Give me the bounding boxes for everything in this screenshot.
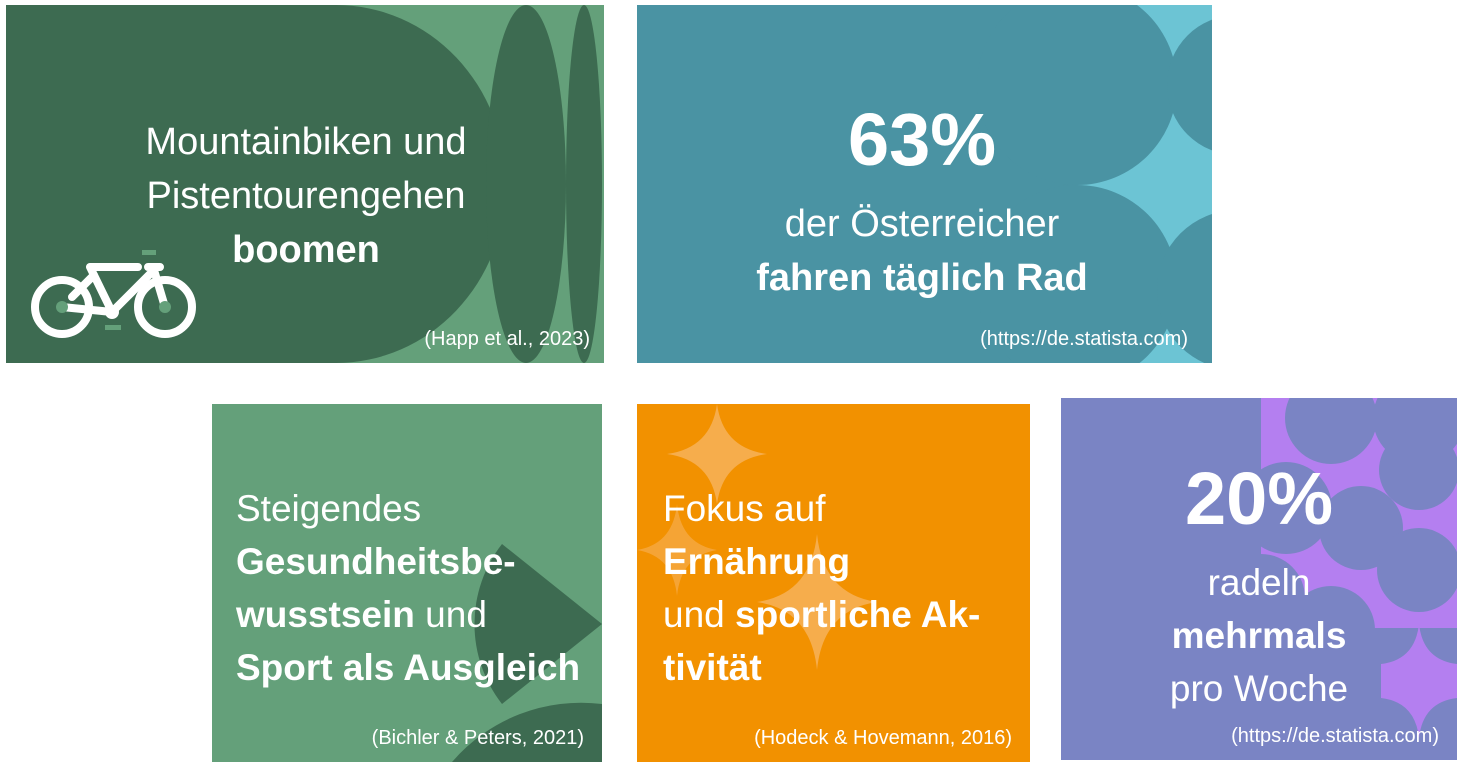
card1-line1: Mountainbiken und — [145, 121, 467, 163]
card3-background-shapes — [452, 544, 602, 762]
card-gesundheitsbewusstsein: Steigendes Gesundheitsbe- wusstsein und … — [212, 404, 602, 762]
card-mountainbiken: Mountainbiken und Pistentourengehen boom… — [6, 5, 604, 363]
card-mehrmals-pro-woche: 20% radeln mehrmals pro Woche (https://d… — [1061, 398, 1457, 760]
card2-text: der Österreicher fahren täglich Rad — [637, 197, 1207, 305]
card4-background-shapes — [637, 404, 877, 670]
card1-headline: Mountainbiken und Pistentourengehen boom… — [66, 115, 546, 277]
bicycle-icon — [31, 250, 196, 338]
card3-bold1: Gesundheitsbe- — [236, 541, 516, 582]
card1-bold: boomen — [232, 229, 380, 271]
card3-line1: Steigendes — [236, 488, 422, 529]
card3-source: (Bichler & Peters, 2021) — [371, 727, 584, 749]
card5-line1: radeln — [1207, 562, 1311, 603]
card5-percent: 20% — [1184, 457, 1334, 540]
card4-bold2: sportliche Ak- — [735, 594, 981, 635]
card2-percent: 63% — [847, 98, 997, 181]
card1-line2: Pistentourengehen — [146, 175, 466, 217]
card5-background-shapes — [1061, 398, 1457, 760]
card2-background-shapes — [637, 5, 1212, 363]
card4-source: (Hodeck & Hovemann, 2016) — [754, 727, 1012, 749]
card3-text: Steigendes Gesundheitsbe- wusstsein und … — [236, 482, 602, 694]
card4-plain2: und — [663, 594, 736, 635]
card1-background-shapes — [6, 5, 604, 363]
card5-line3: pro Woche — [1169, 668, 1349, 709]
card4-bold1: Ernährung — [663, 541, 851, 582]
card-taeglich-rad: 63% der Österreicher fahren täglich Rad … — [637, 5, 1212, 363]
card4-line1: Fokus auf — [663, 488, 826, 529]
card1-source: (Happ et al., 2023) — [424, 328, 590, 350]
card5-text: radeln mehrmals pro Woche — [1061, 556, 1457, 715]
card3-bold3: Sport als Ausgleich — [236, 647, 581, 688]
card2-line1: der Österreicher — [784, 203, 1060, 245]
card2-bold: fahren täglich Rad — [756, 257, 1088, 299]
card4-text: Fokus auf Ernährung und sportliche Ak- t… — [663, 482, 1030, 694]
card4-bold3: tivität — [663, 647, 762, 688]
card3-bold2: wusstsein — [236, 594, 415, 635]
card-ernaehrung: Fokus auf Ernährung und sportliche Ak- t… — [637, 404, 1030, 762]
card5-source: (https://de.statista.com) — [1231, 725, 1439, 747]
card2-source: (https://de.statista.com) — [980, 328, 1188, 350]
card5-bold: mehrmals — [1171, 615, 1347, 656]
card3-plain2: und — [414, 594, 487, 635]
